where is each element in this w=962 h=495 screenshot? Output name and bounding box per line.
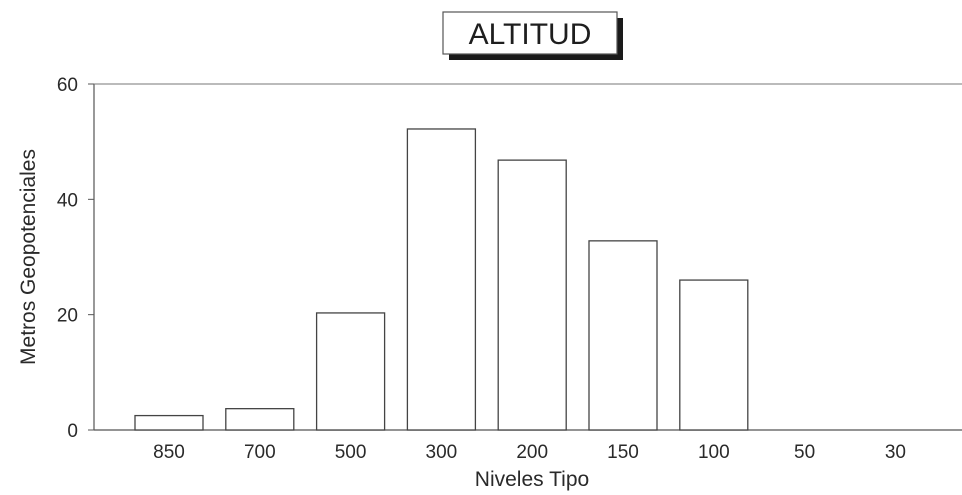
- x-tick-label-150: 150: [607, 442, 639, 463]
- x-tick-label-300: 300: [426, 442, 458, 463]
- x-tick-label-700: 700: [244, 442, 276, 463]
- bar-700: [225, 408, 295, 431]
- x-tick-label-850: 850: [153, 442, 185, 463]
- y-tick-label: 20: [57, 306, 78, 327]
- chart-title-box: ALTITUD: [442, 11, 623, 60]
- bar-series: [134, 128, 749, 431]
- bar-100: [679, 279, 749, 431]
- bar-850: [134, 414, 204, 431]
- bar-300: [406, 128, 477, 431]
- x-tick-label-30: 30: [885, 442, 906, 463]
- y-tick-label: 60: [57, 75, 78, 96]
- x-tick-label-100: 100: [698, 442, 730, 463]
- y-tick-label: 0: [67, 421, 78, 442]
- x-tick-label-500: 500: [335, 442, 367, 463]
- chart-title: ALTITUD: [469, 18, 592, 51]
- bar-150: [588, 240, 658, 431]
- x-axis-label: Niveles Tipo: [475, 468, 589, 491]
- bar-200: [497, 159, 567, 431]
- title-frame: [442, 11, 618, 55]
- x-axis-ticks: 850 700 500 300 200 150 100 50 30: [153, 442, 906, 463]
- y-axis-label: Metros Geopotenciales: [17, 149, 40, 365]
- bar-500: [315, 312, 386, 431]
- y-tick-label: 40: [57, 190, 78, 211]
- x-tick-label-50: 50: [794, 442, 815, 463]
- x-tick-label-200: 200: [516, 442, 548, 463]
- y-axis-ticks: 0 20 40 60: [57, 75, 94, 442]
